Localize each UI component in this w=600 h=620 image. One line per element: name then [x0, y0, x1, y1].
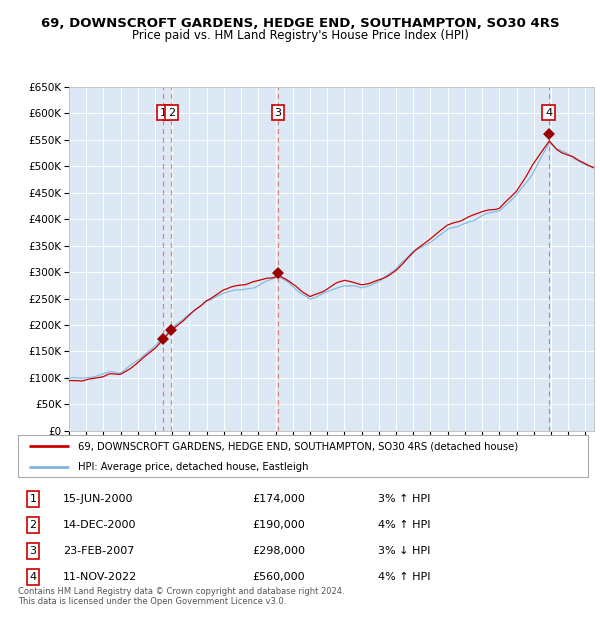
Text: 2: 2 [29, 520, 37, 529]
Text: 3% ↑ HPI: 3% ↑ HPI [378, 494, 430, 503]
Text: 3: 3 [274, 108, 281, 118]
Text: 3% ↓ HPI: 3% ↓ HPI [378, 546, 430, 556]
Text: 4% ↑ HPI: 4% ↑ HPI [378, 520, 431, 529]
Text: 1: 1 [160, 108, 166, 118]
Text: HPI: Average price, detached house, Eastleigh: HPI: Average price, detached house, East… [78, 463, 308, 472]
FancyBboxPatch shape [18, 435, 588, 477]
Text: 4% ↑ HPI: 4% ↑ HPI [378, 572, 431, 582]
Text: 69, DOWNSCROFT GARDENS, HEDGE END, SOUTHAMPTON, SO30 4RS: 69, DOWNSCROFT GARDENS, HEDGE END, SOUTH… [41, 17, 559, 30]
Text: £560,000: £560,000 [252, 572, 305, 582]
Text: £190,000: £190,000 [252, 520, 305, 529]
Text: Price paid vs. HM Land Registry's House Price Index (HPI): Price paid vs. HM Land Registry's House … [131, 30, 469, 42]
Text: 1: 1 [29, 494, 37, 503]
Text: 11-NOV-2022: 11-NOV-2022 [63, 572, 137, 582]
Text: Contains HM Land Registry data © Crown copyright and database right 2024.
This d: Contains HM Land Registry data © Crown c… [18, 587, 344, 606]
Text: 3: 3 [29, 546, 37, 556]
Text: 69, DOWNSCROFT GARDENS, HEDGE END, SOUTHAMPTON, SO30 4RS (detached house): 69, DOWNSCROFT GARDENS, HEDGE END, SOUTH… [78, 441, 518, 451]
Text: 15-JUN-2000: 15-JUN-2000 [63, 494, 133, 503]
Text: 4: 4 [29, 572, 37, 582]
Text: 4: 4 [545, 108, 552, 118]
Text: 2: 2 [168, 108, 175, 118]
Text: £298,000: £298,000 [252, 546, 305, 556]
Text: £174,000: £174,000 [252, 494, 305, 503]
Text: 23-FEB-2007: 23-FEB-2007 [63, 546, 134, 556]
Text: 14-DEC-2000: 14-DEC-2000 [63, 520, 137, 529]
